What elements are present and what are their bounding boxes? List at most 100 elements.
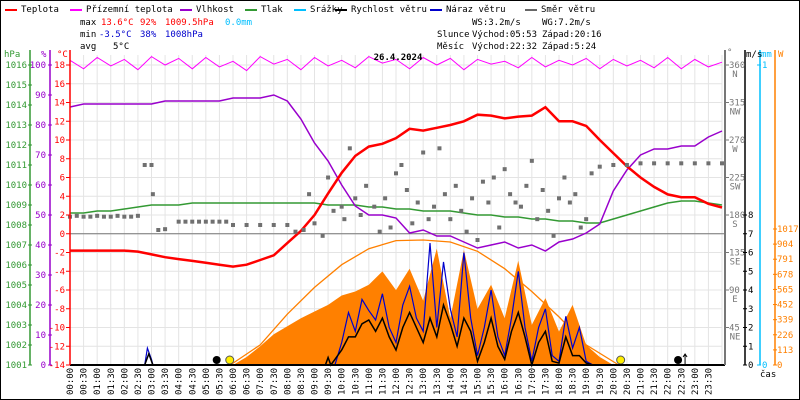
wind-direction-point (410, 221, 415, 226)
wind-direction-point (129, 214, 134, 219)
wind-direction-point (388, 225, 393, 230)
wind-direction-point (421, 150, 426, 155)
rain-tick-label: 0 (762, 361, 767, 371)
stat-avg-temp: 5°C (113, 42, 130, 52)
legend-item: Rychlost větru (335, 5, 427, 15)
wind-direction-point (578, 225, 583, 230)
humidity-axis-unit: % (41, 50, 47, 60)
humidity-line (69, 94, 723, 252)
wind-tick-label: 4 (748, 286, 753, 296)
radiation-tick-label: 113 (777, 346, 793, 356)
wind-direction-point (399, 163, 404, 167)
wind-tick-label: 3 (748, 305, 753, 315)
pressure-tick-label: 1001 (5, 361, 27, 371)
wind-direction-point (224, 219, 229, 224)
direction-compass-label: SE (730, 258, 741, 268)
wind-direction-point (347, 146, 352, 151)
wind-direction-point (210, 219, 215, 224)
wind-direction-point (364, 183, 369, 188)
x-tick-label: 23:30 (704, 368, 714, 395)
wind-direction-point (491, 175, 496, 180)
x-tick-label: 04:00 (175, 368, 185, 395)
humidity-tick-label: 10 (35, 331, 46, 341)
sun-rise: Východ:05:53 (472, 30, 538, 40)
wind-axis-unit: m/s (746, 50, 762, 60)
wind-direction-point (394, 171, 398, 176)
humidity-tick-label: 60 (35, 181, 46, 191)
humidity-tick-label: 80 (35, 121, 46, 131)
wind-direction-point (502, 167, 507, 172)
x-tick-label: 15:00 (474, 368, 484, 395)
wind-direction-point (149, 163, 154, 167)
wind-direction-point (470, 196, 475, 201)
legend-item: Tlak (245, 5, 283, 15)
x-tick-label: 20:30 (623, 368, 633, 395)
x-tick-label: 16:00 (501, 368, 511, 395)
x-tick-label: 12:00 (392, 368, 402, 395)
wind-direction-point (665, 161, 670, 166)
temperature-tick-label: 16 (54, 80, 65, 90)
wind-direction-point (652, 161, 657, 166)
pressure-tick-label: 1012 (5, 141, 27, 151)
humidity-tick-label: 20 (35, 301, 46, 311)
x-tick-label: 13:30 (433, 368, 443, 395)
legend-swatch (180, 8, 192, 11)
legend-swatch (294, 8, 306, 11)
sun-label: Slunce (437, 30, 470, 40)
legend-swatch (5, 8, 17, 11)
direction-tick-label: 360 (729, 61, 745, 71)
wind-direction-point (301, 228, 306, 232)
legend-label: Přízemní teplota (86, 5, 173, 15)
wind-direction-point (524, 183, 529, 188)
x-tick-label: 04:30 (188, 368, 198, 395)
direction-tick-label: 135 (729, 249, 745, 259)
sun-set: Západ:20:16 (542, 30, 602, 40)
pressure-tick-label: 1014 (5, 101, 27, 111)
direction-tick-label: 315 (729, 99, 745, 109)
stat-max-temp: 13.6°C (101, 18, 134, 28)
wind-direction-point (197, 219, 202, 224)
wind-gust-line (70, 243, 722, 366)
wind-direction-point (529, 158, 534, 163)
pressure-tick-label: 1007 (5, 241, 27, 251)
wind-direction-point (142, 163, 147, 167)
wind-direction-point (342, 217, 347, 222)
temperature-tick-label: -14 (49, 361, 65, 371)
radiation-tick-label: 0 (777, 361, 782, 371)
wind-direction-point (156, 228, 161, 232)
x-tick-label: 11:00 (365, 368, 375, 395)
direction-tick-label: 270 (729, 136, 745, 146)
direction-compass-label: NE (730, 333, 741, 343)
humidity-tick-label: 0 (41, 361, 46, 371)
wind-direction-point (692, 161, 697, 166)
direction-tick-label: 225 (729, 174, 745, 184)
rain-axis-unit: mm (761, 50, 772, 60)
wind-direction-point (404, 188, 409, 192)
pressure-tick-label: 1016 (5, 61, 27, 71)
wind-direction-point (432, 204, 437, 209)
pressure-tick-label: 1008 (5, 221, 27, 231)
x-tick-label: 20:00 (609, 368, 619, 395)
stat-max-rain: 0.0mm (225, 18, 253, 28)
wind-direction-point (453, 183, 458, 188)
legend-label: Náraz větru (446, 5, 506, 15)
x-tick-label: 00:30 (80, 368, 90, 395)
temperature-tick-label: -6 (54, 286, 65, 296)
pressure-tick-label: 1009 (5, 201, 27, 211)
legend-item: Teplota (5, 5, 59, 15)
temperature-tick-label: -8 (54, 305, 65, 315)
wind-direction-point (513, 200, 518, 205)
x-tick-label: 08:30 (297, 368, 307, 395)
wind-tick-label: 6 (748, 249, 753, 259)
wind-direction-point (372, 204, 377, 209)
wind-direction-point (459, 208, 464, 213)
wind-direction-point (203, 219, 208, 224)
pressure-line (70, 200, 723, 224)
wind-direction-point (258, 223, 263, 227)
x-tick-label: 07:30 (270, 368, 280, 395)
temperature-tick-label: -2 (54, 249, 65, 259)
x-tick-label: 07:00 (256, 368, 266, 395)
wind-direction-point (497, 225, 502, 230)
direction-axis-unit: ° (727, 48, 732, 58)
radiation-tick-label: 226 (777, 331, 793, 341)
